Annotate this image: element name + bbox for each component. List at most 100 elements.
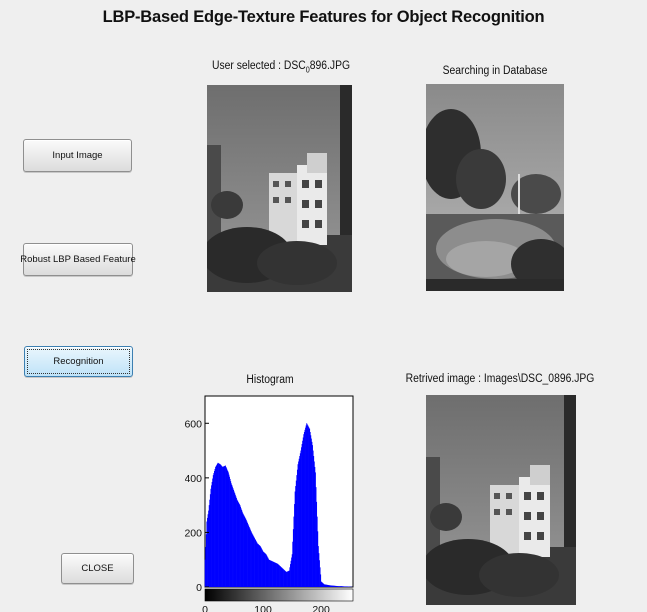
histogram-bar bbox=[265, 553, 266, 587]
histogram-bar bbox=[222, 466, 224, 587]
histogram-bar bbox=[277, 563, 279, 587]
histogram-bar bbox=[298, 458, 300, 587]
histogram-bar bbox=[325, 584, 327, 587]
histogram-bar bbox=[223, 466, 225, 587]
histogram-bar bbox=[295, 486, 297, 587]
histogram-bar bbox=[306, 423, 308, 587]
histogram-bar bbox=[306, 424, 308, 587]
histogram-bar bbox=[291, 557, 293, 587]
histogram-bar bbox=[224, 465, 226, 587]
histogram-bar bbox=[238, 504, 240, 587]
histogram-bar bbox=[310, 438, 312, 587]
close-button[interactable]: CLOSE bbox=[61, 553, 134, 584]
histogram-bar bbox=[321, 582, 323, 587]
histogram-bar bbox=[211, 481, 213, 587]
y-tick-label: 200 bbox=[185, 527, 202, 539]
histogram-bar bbox=[276, 563, 278, 587]
histogram-bar bbox=[219, 463, 221, 587]
histogram-bar bbox=[257, 543, 259, 587]
histogram-bar bbox=[286, 571, 288, 587]
histogram-caption: Histogram bbox=[246, 374, 294, 386]
histogram-bar bbox=[233, 491, 235, 587]
user-selected-caption: User selected : DSC0896.JPG bbox=[205, 60, 358, 74]
histogram-bar bbox=[287, 571, 289, 587]
retrieved-caption: Retrived image : Images\DSC_0896.JPG bbox=[405, 373, 595, 385]
input-image-button[interactable]: Input Image bbox=[23, 139, 132, 172]
user-selected-image bbox=[207, 85, 352, 292]
histogram-bar bbox=[214, 468, 216, 587]
recognition-button[interactable]: Recognition bbox=[24, 346, 133, 377]
histogram-bar bbox=[326, 584, 327, 587]
histogram-bar bbox=[230, 481, 232, 587]
histogram-bar bbox=[212, 475, 214, 587]
histogram-bar bbox=[278, 565, 280, 587]
histogram-bar bbox=[248, 526, 250, 587]
robust-lbp-feature-button[interactable]: Robust LBP Based Feature bbox=[20, 243, 136, 276]
histogram-bar bbox=[278, 564, 280, 587]
histogram-bar bbox=[233, 489, 235, 587]
histogram-bar bbox=[227, 472, 229, 587]
histogram-bar bbox=[252, 535, 254, 587]
histogram-bar bbox=[217, 462, 219, 587]
histogram-bar bbox=[301, 444, 303, 587]
x-tick-label: 200 bbox=[312, 604, 330, 612]
y-tick-label: 400 bbox=[185, 473, 202, 485]
histogram-bar bbox=[346, 586, 348, 587]
histogram-bar bbox=[232, 488, 234, 587]
histogram-bar bbox=[215, 466, 217, 587]
histogram-bar bbox=[250, 531, 252, 587]
histogram-bar bbox=[338, 586, 340, 587]
histogram-bar bbox=[247, 522, 248, 587]
histogram-bar bbox=[344, 586, 346, 587]
histogram-bar bbox=[240, 508, 242, 587]
histogram-bar bbox=[241, 510, 243, 587]
histogram-bar bbox=[319, 560, 320, 587]
histogram-bar bbox=[216, 464, 218, 587]
histogram-bar bbox=[307, 425, 309, 587]
histogram-bar bbox=[342, 586, 344, 587]
histogram-bar bbox=[305, 427, 307, 587]
histogram-bar bbox=[299, 453, 301, 587]
histogram-bar bbox=[220, 465, 222, 587]
histogram-bar bbox=[281, 567, 283, 587]
histogram-bar bbox=[229, 478, 231, 587]
histogram-bar bbox=[333, 585, 335, 587]
histogram-bar bbox=[308, 426, 309, 587]
histogram-bar bbox=[290, 564, 291, 587]
histogram-bar bbox=[219, 464, 221, 587]
histogram-bar bbox=[276, 563, 277, 587]
searching-caption: Searching in Database bbox=[442, 65, 548, 77]
histogram-bar bbox=[331, 585, 333, 587]
histogram-bar bbox=[249, 529, 251, 587]
histogram-bar bbox=[225, 466, 227, 587]
histogram-bar bbox=[211, 485, 212, 587]
histogram-bar bbox=[243, 514, 244, 587]
histogram-bar bbox=[331, 585, 333, 587]
histogram-bar bbox=[208, 510, 210, 587]
histogram-bar bbox=[324, 584, 326, 587]
histogram-bar bbox=[207, 517, 208, 587]
histogram-bar bbox=[255, 541, 257, 587]
histogram-bar bbox=[312, 445, 313, 587]
histogram-bar bbox=[294, 504, 295, 587]
histogram-bar bbox=[316, 501, 318, 587]
histogram-bar bbox=[280, 567, 282, 587]
histogram-bar bbox=[254, 538, 256, 587]
histogram-bar bbox=[295, 480, 297, 587]
histogram-bar bbox=[303, 432, 305, 587]
histogram-bar bbox=[258, 544, 259, 587]
histogram-bar bbox=[205, 534, 207, 587]
histogram-bar bbox=[227, 471, 229, 587]
histogram-bar bbox=[289, 567, 291, 587]
histogram-bar bbox=[216, 463, 218, 587]
histogram-bar bbox=[269, 559, 271, 587]
histogram-chart: 0 200 400 600 0 100 200 bbox=[185, 395, 354, 612]
histogram-bar bbox=[339, 586, 341, 587]
histogram-bar bbox=[209, 494, 211, 587]
histogram-bar bbox=[234, 493, 236, 587]
user-selected-suffix: 896.JPG bbox=[309, 60, 351, 72]
histogram-bar bbox=[255, 540, 257, 587]
histogram-bar bbox=[264, 553, 266, 587]
histogram-bar bbox=[298, 461, 300, 587]
histogram-bar bbox=[212, 478, 214, 587]
